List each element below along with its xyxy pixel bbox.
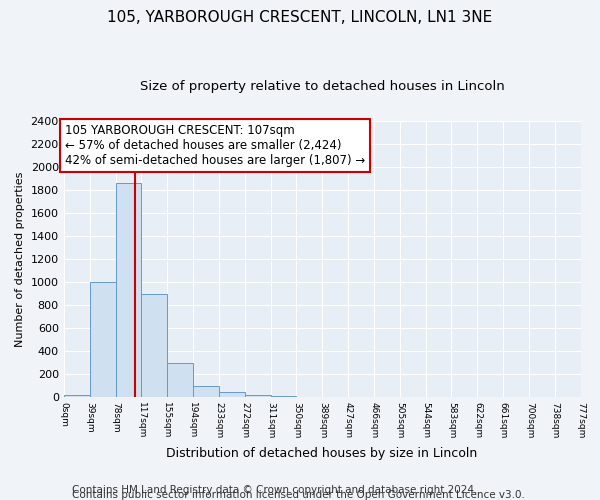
Bar (271, 396, 296, 398)
Text: 105, YARBOROUGH CRESCENT, LINCOLN, LN1 3NE: 105, YARBOROUGH CRESCENT, LINCOLN, LN1 3… (107, 10, 493, 25)
Bar (245, 395, 271, 398)
Bar (218, 392, 245, 398)
Bar (89, 282, 116, 398)
Bar (116, 183, 142, 398)
X-axis label: Distribution of detached houses by size in Lincoln: Distribution of detached houses by size … (166, 447, 478, 460)
Y-axis label: Number of detached properties: Number of detached properties (15, 172, 25, 346)
Text: Contains HM Land Registry data © Crown copyright and database right 2024.: Contains HM Land Registry data © Crown c… (72, 485, 478, 495)
Bar (167, 363, 193, 398)
Bar (142, 294, 167, 398)
Title: Size of property relative to detached houses in Lincoln: Size of property relative to detached ho… (140, 80, 505, 93)
Bar (554, 397, 580, 398)
Bar (296, 397, 322, 398)
Bar (193, 386, 218, 398)
Bar (64, 396, 89, 398)
Text: Contains public sector information licensed under the Open Government Licence v3: Contains public sector information licen… (72, 490, 525, 500)
Text: 105 YARBOROUGH CRESCENT: 107sqm
← 57% of detached houses are smaller (2,424)
42%: 105 YARBOROUGH CRESCENT: 107sqm ← 57% of… (65, 124, 365, 167)
